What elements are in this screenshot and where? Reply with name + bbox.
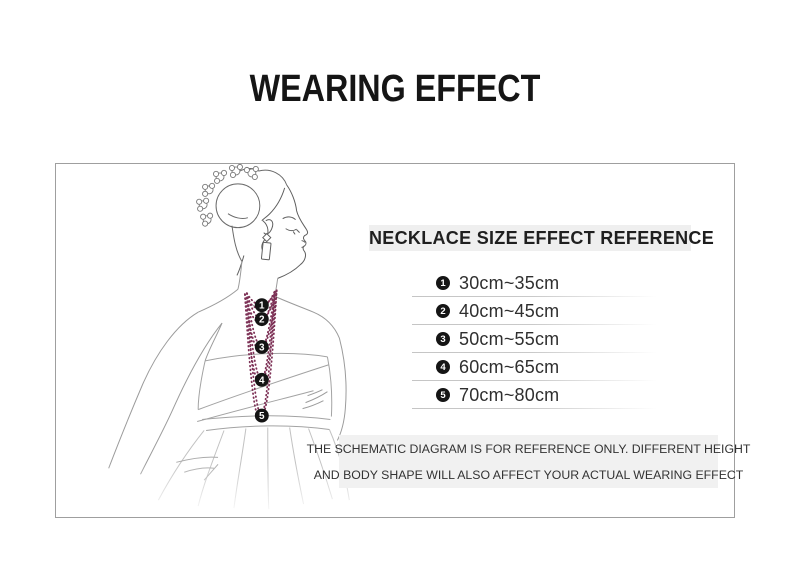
row-divider (412, 324, 678, 325)
svg-text:1: 1 (259, 301, 265, 312)
row-divider (412, 380, 678, 381)
necklace-marker-2 (254, 312, 269, 327)
disclaimer-note: THE SCHEMATIC DIAGRAM IS FOR REFERENCE O… (307, 435, 750, 488)
size-marker: 2 (436, 304, 450, 318)
size-row: 2 40cm~45cm (412, 297, 678, 325)
size-label: 60cm~65cm (459, 356, 560, 377)
svg-text:2: 2 (259, 315, 265, 326)
necklace-marker-4 (254, 372, 269, 387)
sketch-fade (56, 462, 396, 517)
size-marker: 4 (436, 360, 450, 374)
row-divider (412, 408, 678, 409)
necklace-marker-5 (254, 408, 269, 423)
size-marker: 3 (436, 332, 450, 346)
necklace-marker-3 (254, 340, 269, 354)
disclaimer-line-2: AND BODY SHAPE WILL ALSO AFFECT YOUR ACT… (313, 467, 744, 482)
svg-text:5: 5 (259, 411, 265, 422)
size-label: 70cm~80cm (459, 384, 560, 405)
size-row: 5 70cm~80cm (412, 381, 678, 409)
size-marker: 5 (436, 388, 450, 402)
earring (260, 232, 272, 261)
body-sketch (108, 261, 347, 475)
necklace-markers: 1 2 3 4 5 (254, 298, 269, 423)
necklace-marker-1 (254, 298, 269, 313)
svg-text:4: 4 (259, 375, 265, 386)
size-row: 1 30cm~35cm (412, 269, 678, 297)
row-divider (412, 352, 678, 353)
svg-text:3: 3 (259, 342, 265, 353)
size-guide-panel: 1 2 3 4 5 NECKLACE SIZE EFFECT REFERENCE… (55, 163, 750, 518)
row-divider (412, 296, 678, 297)
size-label: 40cm~45cm (459, 300, 560, 321)
disclaimer-line-1: THE SCHEMATIC DIAGRAM IS FOR REFERENCE O… (306, 441, 751, 456)
size-marker: 1 (436, 276, 450, 290)
size-row: 4 60cm~65cm (412, 353, 678, 381)
reference-title: NECKLACE SIZE EFFECT REFERENCE (369, 225, 714, 251)
size-list: 1 30cm~35cm 2 40cm~45cm 3 50cm~55cm 4 60… (412, 269, 678, 409)
hair-flowers (196, 164, 259, 227)
size-label: 50cm~55cm (459, 328, 560, 349)
hair-bun (215, 168, 288, 262)
dress-bodice (197, 352, 333, 431)
size-row: 3 50cm~55cm (412, 325, 678, 353)
size-label: 30cm~35cm (459, 272, 560, 293)
page-title: WEARING EFFECT (249, 68, 541, 110)
woman-necklace-illustration: 1 2 3 4 5 (56, 164, 396, 517)
